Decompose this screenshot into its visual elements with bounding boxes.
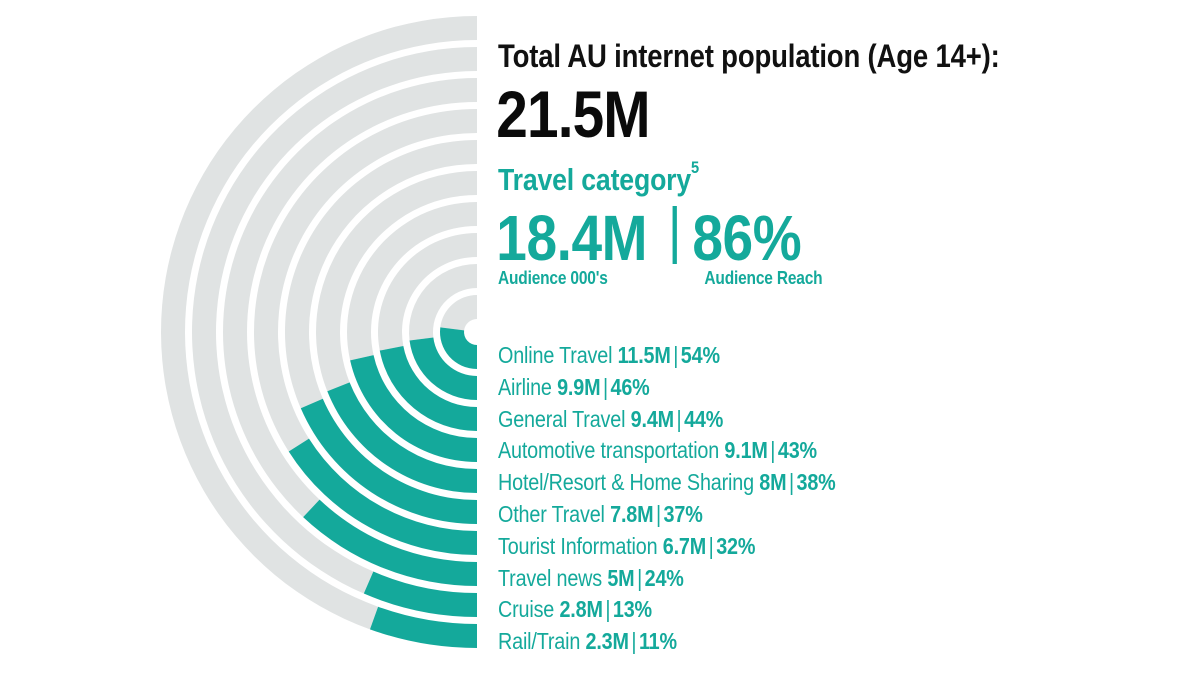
item-reach: 44%	[684, 405, 724, 432]
item-separator: |	[655, 500, 661, 527]
item-audience: 7.8M	[610, 500, 654, 527]
item-separator: |	[788, 469, 794, 496]
population-total: 21.5M	[496, 77, 650, 151]
list-item: Travel news 5M | 24%	[498, 563, 836, 595]
item-label: General Travel	[498, 405, 626, 432]
ring-value-arc	[300, 398, 477, 524]
item-audience: 9.1M	[724, 437, 768, 464]
ring-track	[440, 295, 477, 331]
ring-value-arc	[440, 327, 477, 369]
ring-track	[254, 109, 477, 452]
list-item: Airline 9.9M | 46%	[498, 372, 836, 404]
item-audience: 6.7M	[662, 532, 707, 559]
ring-value-arc	[379, 346, 477, 431]
item-reach: 37%	[663, 500, 703, 527]
ring-value-arc	[369, 606, 477, 648]
item-label: Airline	[498, 373, 552, 400]
item-separator: |	[708, 532, 714, 559]
category-reach-value: 86%	[692, 202, 802, 274]
center-hole	[465, 320, 489, 344]
text-column: Total AU internet population (Age 14+): …	[496, 0, 1100, 675]
item-separator: |	[673, 342, 679, 368]
item-label: Cruise	[498, 596, 555, 623]
ring-value-arc	[350, 355, 477, 462]
item-audience: 9.4M	[630, 405, 674, 432]
item-audience: 8M	[759, 469, 787, 496]
item-label: Other Travel	[498, 500, 605, 527]
category-list: Online Travel 11.5M | 54% Airline 9.9M | 46%…	[498, 340, 836, 658]
ring-track	[284, 140, 477, 409]
reach-label: Audience Reach	[704, 268, 823, 288]
item-label: Travel news	[498, 564, 603, 591]
category-title: Travel category5	[498, 158, 699, 198]
item-label: Automotive transportation	[498, 437, 720, 464]
category-audience-value: 18.4M	[496, 202, 648, 274]
list-item: Rail/Train 2.3M | 11%	[498, 626, 836, 658]
item-label: Rail/Train	[498, 628, 581, 655]
value-divider	[672, 206, 677, 264]
item-audience: 2.8M	[559, 596, 603, 623]
item-audience: 9.9M	[557, 373, 601, 400]
ring-value-arc	[303, 499, 477, 586]
item-audience: 5M	[607, 564, 635, 591]
item-separator: |	[770, 437, 776, 464]
list-item: Automotive transportation 9.1M | 43%	[498, 435, 836, 467]
item-label: Hotel/Resort & Home Sharing	[498, 469, 754, 496]
ring-value-arc	[363, 571, 477, 617]
item-reach: 11%	[638, 628, 677, 655]
ring-value-arc	[288, 438, 477, 555]
item-separator: |	[602, 373, 608, 400]
list-item: Hotel/Resort & Home Sharing 8M | 38%	[498, 467, 836, 499]
list-item: General Travel 9.4M | 44%	[498, 404, 836, 436]
item-reach: 43%	[777, 437, 817, 464]
list-item: Cruise 2.8M | 13%	[498, 594, 836, 626]
item-separator: |	[631, 628, 637, 655]
item-reach: 54%	[680, 342, 720, 368]
ring-track	[347, 202, 477, 361]
list-item: Online Travel 11.5M | 54%	[498, 340, 836, 372]
item-label: Tourist Information	[498, 532, 658, 559]
list-item: Tourist Information 6.7M | 32%	[498, 531, 836, 563]
ring-track	[223, 78, 477, 518]
item-reach: 32%	[716, 532, 756, 559]
item-separator: |	[605, 596, 611, 623]
category-title-text: Travel category	[498, 162, 692, 197]
footnote-marker: 5	[691, 158, 700, 177]
item-reach: 13%	[612, 596, 652, 623]
item-audience: 2.3M	[585, 628, 629, 655]
item-separator: |	[637, 564, 643, 591]
item-reach: 38%	[796, 469, 836, 496]
ring-track	[315, 171, 477, 392]
population-title: Total AU internet population (Age 14+):	[498, 38, 1000, 74]
ring-track	[378, 233, 477, 351]
item-separator: |	[676, 405, 682, 432]
item-reach: 46%	[610, 373, 650, 400]
ring-track	[408, 264, 477, 341]
audience-label: Audience 000's	[498, 268, 608, 288]
ring-value-arc	[327, 382, 477, 493]
list-item: Other Travel 7.8M | 37%	[498, 499, 836, 531]
item-label: Online Travel	[498, 342, 613, 368]
item-reach: 24%	[644, 564, 684, 591]
item-audience: 11.5M	[617, 342, 671, 368]
ring-value-arc	[409, 337, 477, 400]
